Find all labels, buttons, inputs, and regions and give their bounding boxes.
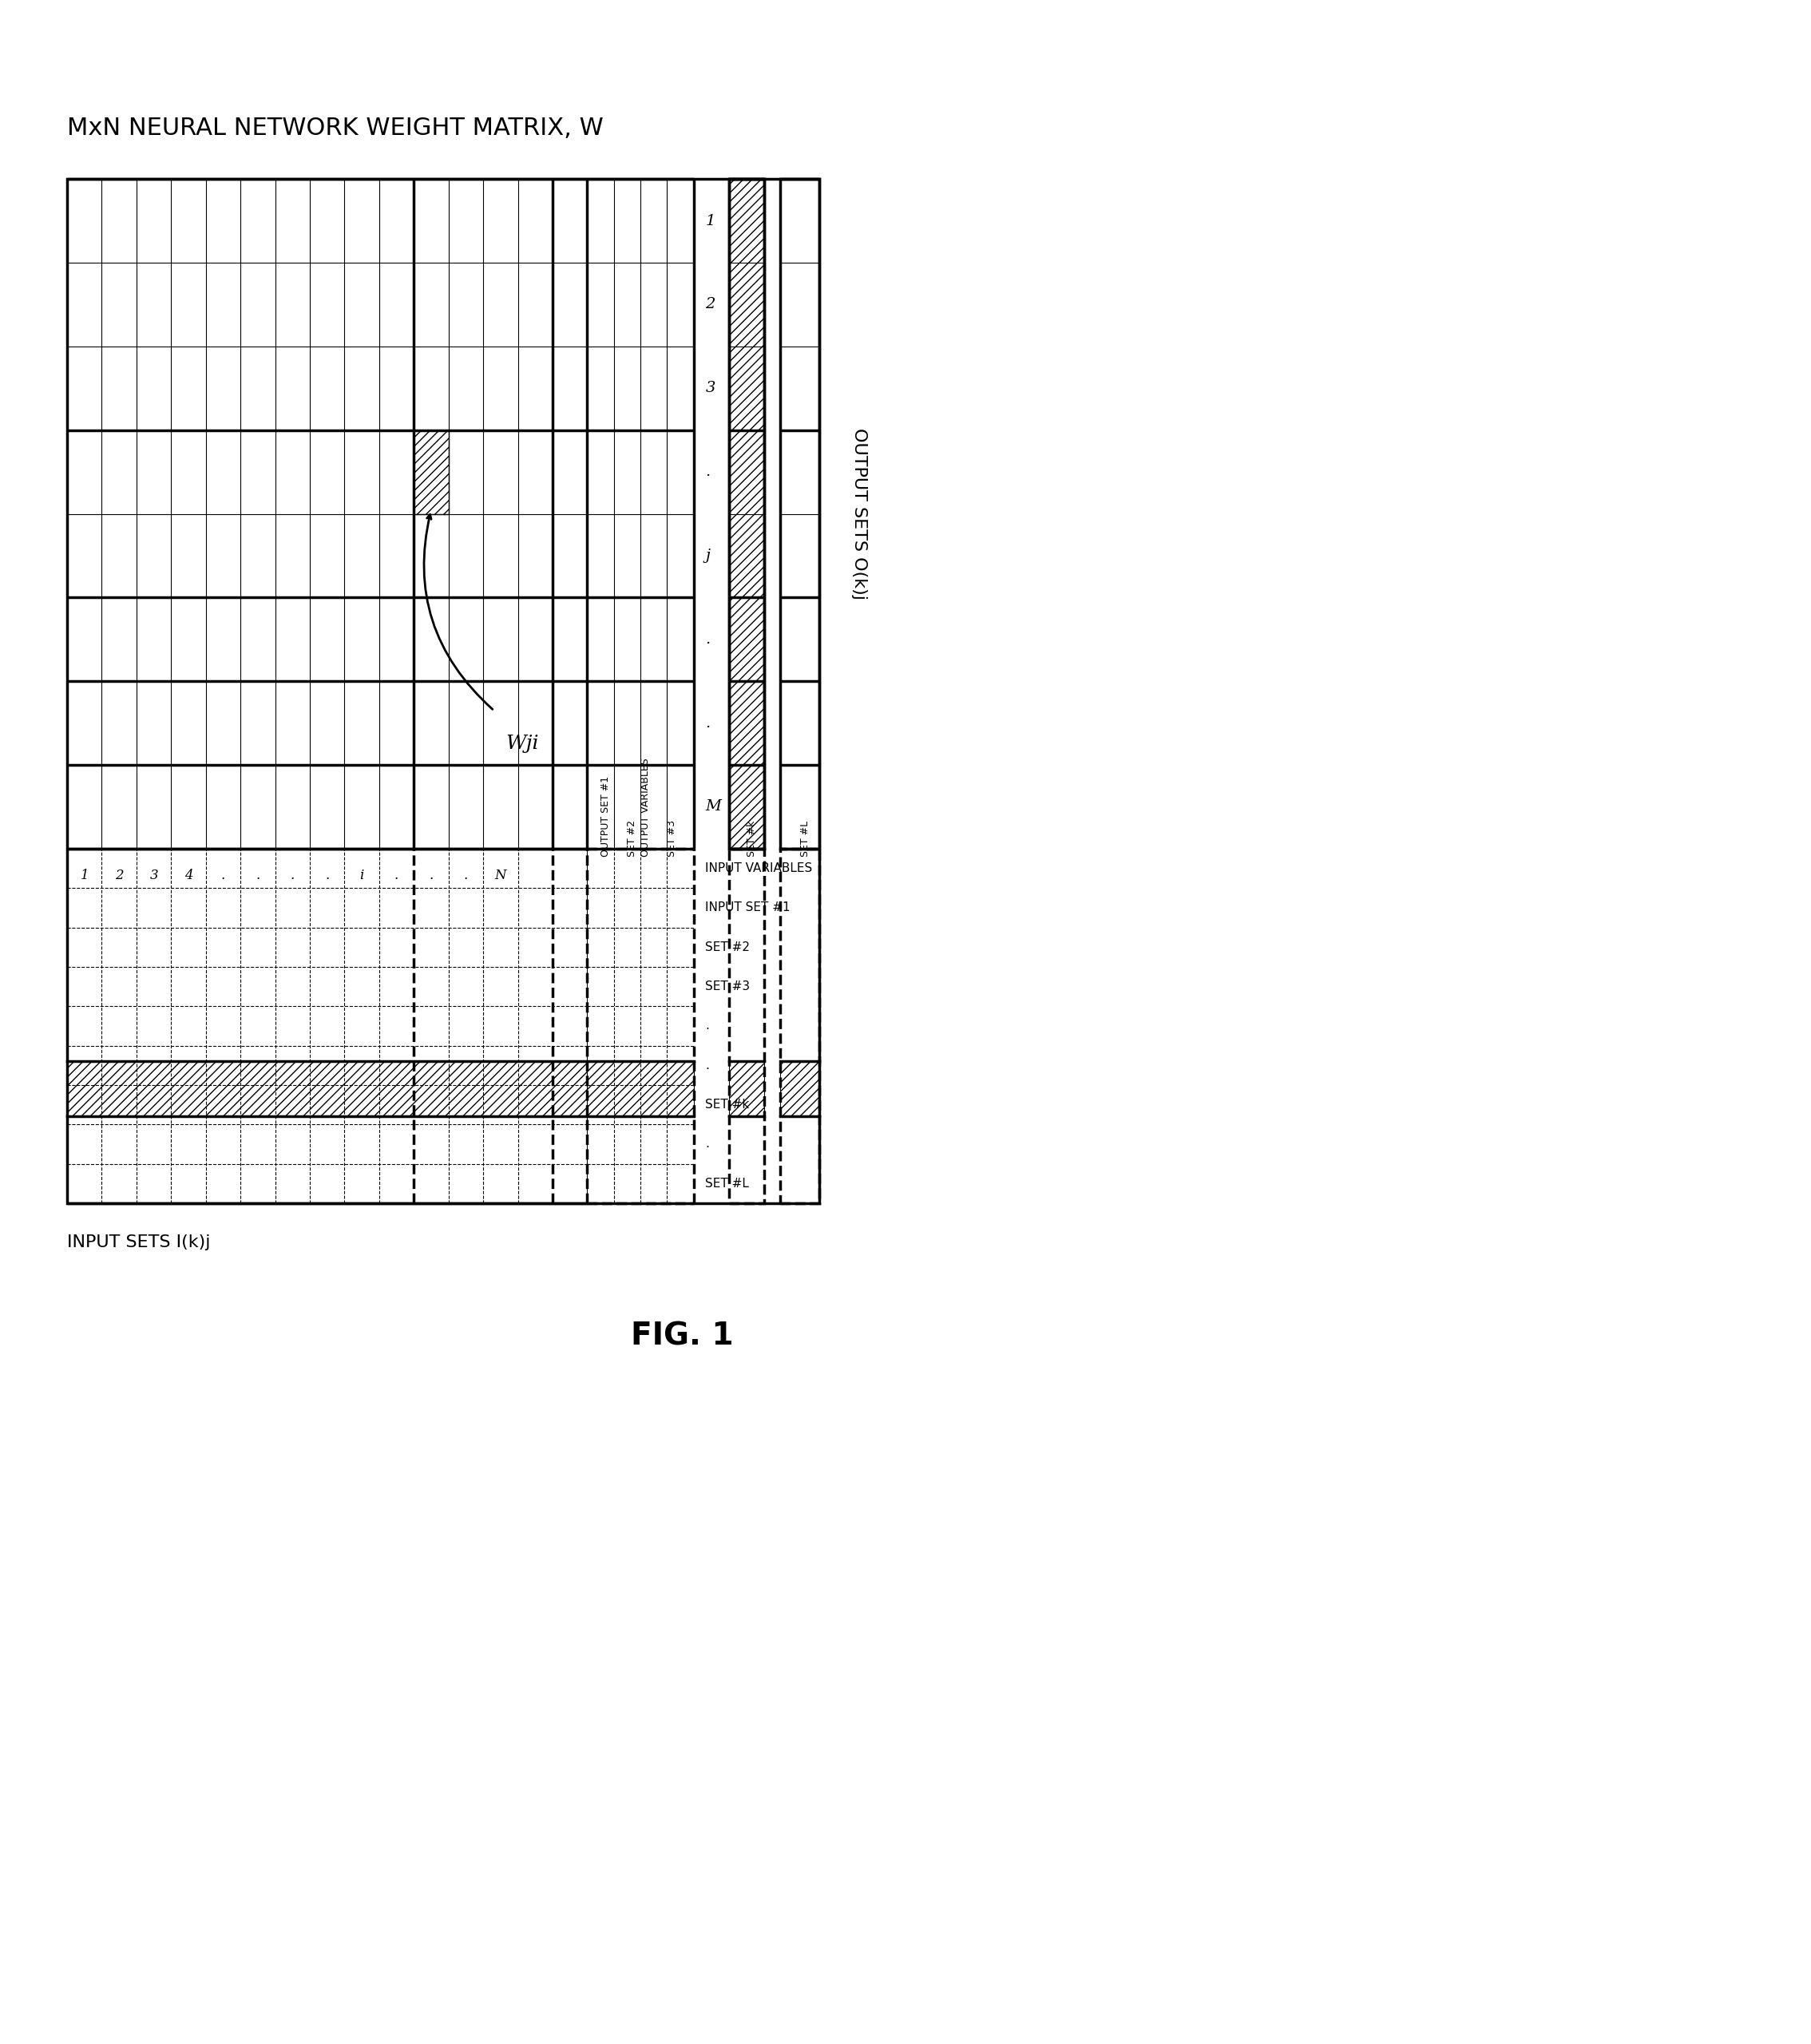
Text: i: i — [360, 869, 364, 881]
Text: OUTPUT SETS O(k)j: OUTPUT SETS O(k)j — [851, 427, 867, 599]
Text: INPUT VARIABLES: INPUT VARIABLES — [704, 863, 813, 875]
Text: SET #L: SET #L — [800, 820, 810, 856]
Text: SET #k: SET #k — [704, 1100, 750, 1110]
Text: .: . — [324, 869, 330, 881]
Text: M: M — [704, 799, 721, 814]
Bar — [67, 1061, 694, 1116]
Text: N: N — [494, 869, 507, 881]
Text: .: . — [704, 715, 710, 730]
Text: .: . — [704, 632, 710, 646]
Text: .: . — [704, 1059, 710, 1071]
Text: 3: 3 — [704, 380, 715, 394]
Text: OUTPUT SET #1: OUTPUT SET #1 — [601, 777, 610, 856]
Text: SET #k: SET #k — [746, 820, 757, 856]
Text: INPUT SETS I(k)j: INPUT SETS I(k)j — [67, 1235, 210, 1251]
Text: 2: 2 — [114, 869, 123, 881]
Text: Wji: Wji — [505, 734, 540, 752]
Text: SET #L: SET #L — [704, 1177, 750, 1190]
Bar — [415, 429, 449, 513]
Text: 4: 4 — [185, 869, 192, 881]
Bar — [781, 1061, 820, 1116]
Text: .: . — [290, 869, 295, 881]
Bar — [730, 180, 764, 848]
Text: INPUT SET #1: INPUT SET #1 — [704, 901, 791, 914]
Text: 2: 2 — [704, 296, 715, 313]
Text: OUTPUT VARIABLES: OUTPUT VARIABLES — [641, 758, 650, 856]
Text: 1: 1 — [80, 869, 89, 881]
Text: 1: 1 — [704, 215, 715, 229]
Text: .: . — [704, 1020, 710, 1032]
Text: .: . — [221, 869, 225, 881]
Text: .: . — [255, 869, 261, 881]
Text: MxN NEURAL NETWORK WEIGHT MATRIX, W: MxN NEURAL NETWORK WEIGHT MATRIX, W — [67, 117, 603, 139]
Bar — [730, 1061, 764, 1116]
Text: j: j — [704, 548, 710, 562]
Text: SET #2: SET #2 — [627, 820, 637, 856]
Text: SET #3: SET #3 — [666, 820, 677, 856]
Text: FIG. 1: FIG. 1 — [630, 1320, 733, 1351]
Text: 3: 3 — [150, 869, 158, 881]
Text: SET #2: SET #2 — [704, 940, 750, 953]
Text: .: . — [464, 869, 467, 881]
Text: .: . — [704, 464, 710, 478]
Text: .: . — [429, 869, 433, 881]
Text: .: . — [395, 869, 398, 881]
Text: .: . — [704, 1139, 710, 1151]
Text: SET #3: SET #3 — [704, 981, 750, 993]
